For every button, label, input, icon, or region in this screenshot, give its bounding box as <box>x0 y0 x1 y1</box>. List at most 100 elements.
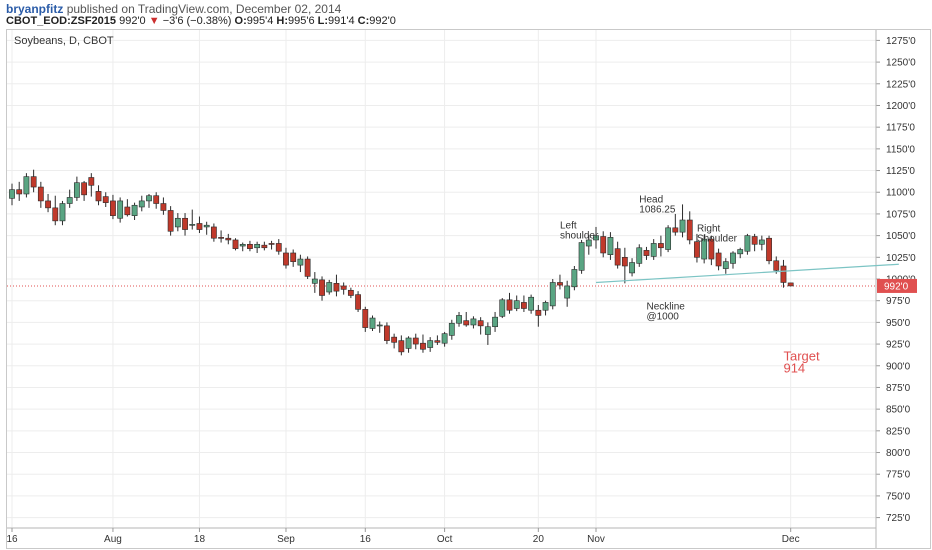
candle-body <box>347 289 354 296</box>
candle-body <box>23 176 30 195</box>
candle-down <box>268 240 275 250</box>
candle-body <box>672 227 679 233</box>
candle-down <box>247 240 253 252</box>
candle-down <box>52 195 59 226</box>
current-price-line: 992'0 <box>7 278 917 293</box>
candle-body <box>470 318 477 326</box>
y-tick-label: 1100'0 <box>886 188 915 199</box>
candle-down <box>787 282 794 287</box>
candle-body <box>37 186 44 202</box>
y-tick-label: 1025'0 <box>886 253 916 264</box>
candle-down <box>16 181 23 201</box>
candle-body <box>355 294 361 310</box>
candle-body <box>694 241 700 258</box>
candle-body <box>81 182 87 196</box>
candle-up <box>737 247 744 259</box>
change-value: −3'6 (−0.38%) <box>162 15 232 27</box>
candle-body <box>766 237 772 262</box>
published-text: published on TradingView.com, December 0… <box>66 2 342 16</box>
chart-annotation: Target 914 <box>783 349 820 376</box>
x-tick-label: 18 <box>194 534 206 545</box>
candle-up <box>189 209 196 230</box>
candle-body <box>730 252 736 264</box>
candle-up <box>499 298 506 319</box>
candle-body <box>59 203 66 222</box>
candle-body <box>636 247 643 264</box>
author-link[interactable]: bryanpfitz <box>6 2 64 16</box>
candle-body <box>268 243 275 245</box>
candle-up <box>578 239 585 274</box>
candle-body <box>124 206 131 216</box>
candle-body <box>131 204 138 216</box>
candle-body <box>578 242 585 271</box>
candle-body <box>319 279 325 296</box>
drawings: Left shoulder Head 1086.25 Right Shoulder Neck… <box>560 195 899 376</box>
candle-down <box>88 173 95 197</box>
candle-body <box>557 282 563 286</box>
candle-up <box>23 173 30 198</box>
candle-body <box>492 316 498 328</box>
candle-up <box>441 331 448 347</box>
candle-body <box>203 224 210 228</box>
candle-body <box>210 226 217 239</box>
candle-body <box>52 207 59 222</box>
candle-body <box>441 333 448 344</box>
candle-body <box>376 324 383 327</box>
candle-body <box>196 223 203 230</box>
candle-body <box>737 249 744 255</box>
candle-down <box>45 193 51 213</box>
candle-body <box>600 236 607 254</box>
y-tick-label: 1225'0 <box>886 79 916 90</box>
candle-down <box>340 282 347 295</box>
candle-down <box>600 231 607 258</box>
candle-body <box>333 283 340 292</box>
candle-up <box>679 204 686 238</box>
candle-up <box>131 202 138 221</box>
candle-body <box>585 239 592 247</box>
candle-body <box>571 269 578 288</box>
candle-down <box>95 185 102 206</box>
y-tick-label: 825'0 <box>886 426 911 437</box>
publish-line: bryanpfitz published on TradingView.com,… <box>6 2 341 16</box>
candle-down <box>362 306 369 332</box>
candle-body <box>218 237 224 239</box>
candle-down <box>686 211 693 245</box>
candle-body <box>513 300 520 309</box>
candle-body <box>405 337 412 349</box>
chart-annotation: Neckline @1000 <box>646 301 685 322</box>
candle-body <box>549 282 556 307</box>
candle-body <box>160 203 167 211</box>
candle-up <box>585 234 592 255</box>
candle-down <box>30 169 37 193</box>
y-tick-label: 800'0 <box>886 448 911 459</box>
close-value: 992'0 <box>369 15 396 27</box>
candle-body <box>621 257 628 267</box>
candle-down <box>275 239 282 255</box>
candle-up <box>239 242 246 252</box>
candle-down <box>672 213 679 236</box>
publish-header: bryanpfitz published on TradingView.com,… <box>0 0 932 30</box>
chart-title: Soybeans, D, CBOT <box>14 35 114 47</box>
candle-body <box>398 340 405 353</box>
candle-down <box>708 235 715 266</box>
candle-down <box>398 335 405 356</box>
candle-down <box>355 291 361 312</box>
candle-down <box>621 247 628 284</box>
candle-up <box>701 234 708 264</box>
time-axis[interactable]: 16 Aug 18 Sep 16 Oct 20 Nov Dec <box>6 527 876 545</box>
candle-body <box>643 250 650 256</box>
candle-down <box>657 235 664 257</box>
candle-down <box>434 335 441 345</box>
candle-body <box>780 265 787 283</box>
candle-up <box>174 213 181 232</box>
candle-body <box>456 315 462 324</box>
candle-down <box>196 216 203 234</box>
candle-down <box>766 235 772 265</box>
candle-down <box>506 292 513 314</box>
candle-down <box>319 276 325 301</box>
y-tick-label: 950'0 <box>886 318 911 329</box>
candle-up <box>369 315 376 332</box>
candle-down <box>153 192 160 209</box>
candle-up <box>549 279 556 310</box>
